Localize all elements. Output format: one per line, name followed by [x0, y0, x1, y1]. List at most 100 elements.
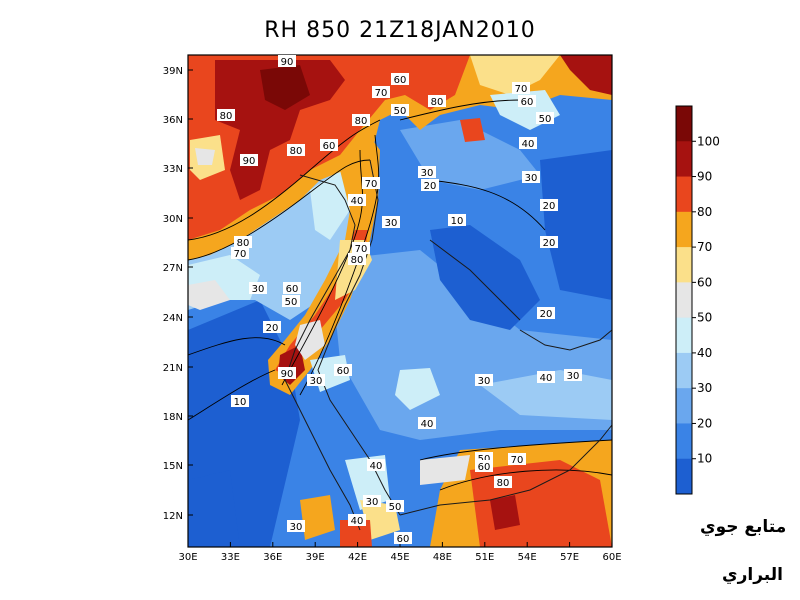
- colorbar-swatch: [676, 352, 692, 389]
- contour-label: 80: [497, 478, 510, 489]
- lat-label: 36N: [163, 115, 183, 126]
- colorbar-swatch: [676, 176, 692, 213]
- lat-label: 21N: [163, 363, 183, 374]
- contour-label: 60: [286, 284, 299, 295]
- contour-label: 80: [290, 146, 303, 157]
- lat-label: 24N: [163, 313, 183, 324]
- colorbar-swatch: [676, 423, 692, 460]
- contour-label: 30: [366, 497, 379, 508]
- contour-label: 10: [234, 397, 247, 408]
- colorbar-label: 30: [697, 381, 712, 395]
- lon-label: 33E: [221, 552, 240, 563]
- colorbar-label: 40: [697, 346, 712, 360]
- lon-label: 51E: [475, 552, 494, 563]
- contour-label: 30: [310, 376, 323, 387]
- contour-label: 40: [370, 461, 383, 472]
- watermark-line-1: متابع جوي: [700, 517, 787, 537]
- watermark-line-2: البراري: [722, 565, 783, 585]
- contour-label: 20: [266, 323, 279, 334]
- contour-label: 80: [431, 97, 444, 108]
- contour-label: 30: [421, 168, 434, 179]
- colorbar-swatch: [676, 388, 692, 424]
- lon-label: 45E: [390, 552, 409, 563]
- contour-label: 50: [394, 106, 407, 117]
- lat-label: 18N: [163, 412, 183, 423]
- contour-label: 60: [521, 97, 534, 108]
- contour-label: 30: [525, 173, 538, 184]
- lon-label: 36E: [263, 552, 282, 563]
- contour-label: 50: [478, 454, 491, 465]
- contour-lines: [188, 99, 612, 491]
- contour-label: 90: [281, 57, 294, 68]
- lon-label: 39E: [306, 552, 325, 563]
- colorbar-swatch: [676, 141, 692, 178]
- contour-label: 20: [424, 181, 437, 192]
- lat-label: 27N: [163, 263, 183, 274]
- contour-label: 80: [220, 111, 233, 122]
- contour-label: 60: [394, 75, 407, 86]
- lat-label: 39N: [163, 66, 183, 77]
- lon-label: 42E: [348, 552, 367, 563]
- contour-label: 70: [511, 455, 524, 466]
- lon-label: 57E: [560, 552, 579, 563]
- contour-label: 60: [337, 366, 350, 377]
- colorbar-label: 10: [697, 452, 712, 466]
- contour-label: 10: [451, 216, 464, 227]
- map-title: RH 850 21Z18JAN2010: [264, 18, 536, 43]
- contour-label: 40: [540, 373, 553, 384]
- lat-label: 12N: [163, 511, 183, 522]
- colorbar-swatch: [676, 106, 692, 142]
- contour-label: 20: [543, 238, 556, 249]
- contour-label: 90: [281, 369, 294, 380]
- lon-label: 30E: [178, 552, 197, 563]
- contour-label: 60: [323, 141, 336, 152]
- longitude-labels: 30E 33E 36E 39E 42E 45E 48E 51E 54E 57E 60E: [178, 542, 622, 563]
- colorbar-label: 80: [697, 205, 712, 219]
- colorbar-swatch: [676, 247, 692, 283]
- colorbar: 10 20 30 40 50 60 70 80 90 100: [675, 105, 720, 495]
- colorbar-swatch: [676, 458, 692, 495]
- colorbar-label: 70: [697, 240, 712, 254]
- contour-label: 30: [385, 218, 398, 229]
- contour-label: 70: [515, 84, 528, 95]
- lat-label: 30N: [163, 214, 183, 225]
- colorbar-swatch: [676, 282, 692, 319]
- lat-label: 33N: [163, 164, 183, 175]
- contour-label: 20: [540, 309, 553, 320]
- colorbar-swatch: [676, 317, 692, 354]
- colorbar-swatch: [676, 211, 692, 248]
- lat-label: 15N: [163, 461, 183, 472]
- colorbar-label: 100: [697, 134, 720, 148]
- contour-label: 50: [539, 114, 552, 125]
- contour-label: 40: [522, 139, 535, 150]
- contour-label: 30: [567, 371, 580, 382]
- lon-label: 48E: [433, 552, 452, 563]
- contour-label: 70: [234, 249, 247, 260]
- contour-label: 60: [397, 534, 410, 545]
- contour-label: 30: [290, 522, 303, 533]
- latitude-labels: 39N 36N 33N 30N 27N 24N 21N 18N 15N 12N: [163, 66, 193, 522]
- colorbar-label: 90: [697, 170, 712, 184]
- contour-label: 70: [375, 88, 388, 99]
- contour-label: 40: [351, 196, 364, 207]
- rh-field: [188, 55, 612, 547]
- contour-label: 40: [351, 516, 364, 527]
- contour-label: 90: [243, 156, 256, 167]
- contour-label: 80: [351, 255, 364, 266]
- contour-label: 60: [478, 462, 491, 473]
- contour-label: 30: [252, 284, 265, 295]
- contour-label: 50: [389, 502, 402, 513]
- contour-label: 50: [285, 297, 298, 308]
- contour-label: 70: [365, 179, 378, 190]
- contour-label: 40: [421, 419, 434, 430]
- contour-label: 80: [355, 116, 368, 127]
- colorbar-label: 60: [697, 275, 712, 289]
- contour-label: 80: [237, 238, 250, 249]
- contour-label: 30: [478, 376, 491, 387]
- lon-label: 54E: [518, 552, 537, 563]
- lon-label: 60E: [602, 552, 621, 563]
- contour-label: 70: [355, 244, 368, 255]
- colorbar-label: 50: [697, 311, 712, 325]
